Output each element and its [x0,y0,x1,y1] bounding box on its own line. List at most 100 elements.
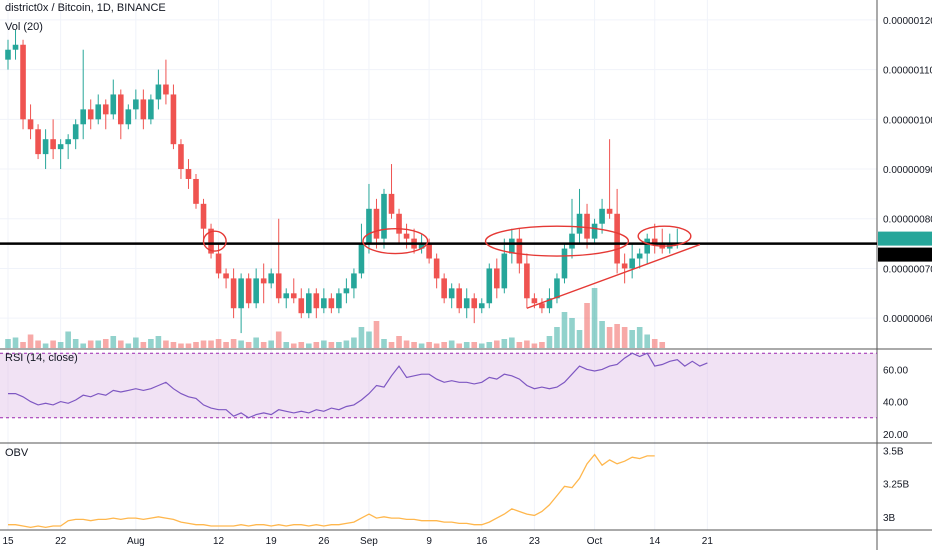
candle-body [328,298,335,309]
candle [636,248,643,269]
candle-body [200,203,207,229]
volume-bar [102,339,109,348]
volume-bar [478,343,485,348]
candle-body [20,44,26,120]
obv-tick-label: 3.5B [883,447,904,458]
volume-bar [343,340,350,348]
volume-bar [366,331,372,348]
volume-bar [50,340,56,348]
time-tick-label: 23 [529,536,541,547]
rsi-tick-label: 40.00 [883,398,908,409]
candles [5,29,681,334]
candle-body [245,278,252,304]
candle-body [87,109,94,120]
candle-body [644,238,650,254]
obv-legend: OBV [5,447,29,459]
volume-bar [463,342,470,348]
candle-body [516,238,523,264]
volume-bar [456,343,462,348]
candle-body [396,213,402,234]
candle-body [403,233,410,239]
price-tick-label: 0.00000070 [883,264,932,275]
volume-bar [509,337,515,348]
volume-bar [403,340,410,348]
candle-body [230,278,237,309]
candle [433,253,440,289]
candle-body [110,94,117,115]
time-tick-label: 26 [318,536,330,547]
volume-bar [193,342,199,348]
volume-bar [516,342,523,348]
candle-body [614,213,620,264]
candle [516,228,523,274]
volume-bar [95,340,102,348]
candle-body [42,139,49,155]
candle-body [343,288,350,294]
rsi-tick-label: 20.00 [883,430,908,441]
candle [223,268,229,289]
candle [381,188,387,249]
candle-body [606,208,613,214]
volume-bar [651,339,658,348]
candle [561,243,568,284]
candle [321,288,327,314]
annotation-trendline [526,243,701,309]
volume-bar [426,342,432,348]
candle-body [621,263,628,269]
candle-body [576,213,583,234]
candle [621,253,628,284]
candle-body [95,104,102,120]
candle-body [569,233,575,249]
candle [569,198,575,259]
candle-body [185,169,192,179]
volume-bar [336,342,342,348]
candle-body [336,293,342,309]
candle [651,223,658,254]
obv-line [8,453,655,529]
candle [185,159,192,189]
candle [65,134,71,160]
candle-body [599,208,605,224]
volume-bar [133,337,139,348]
candle [539,298,545,314]
time-tick-label: 14 [649,536,661,547]
candle [486,263,493,309]
candle-body [50,139,56,150]
volume-bar [140,342,147,348]
candle [208,223,214,259]
candle-body [253,278,259,304]
candle [133,89,139,120]
candle [215,243,222,279]
volume-bar [328,342,335,348]
candle-body [629,258,635,269]
candle-body [524,263,530,299]
volume-bar [531,343,538,348]
volume-bar [486,342,493,348]
time-tick-label: 22 [55,536,67,547]
volume-bar [321,340,327,348]
candle-body [463,298,470,309]
time-tick-label: Sep [360,536,378,547]
candle [343,278,350,304]
volume-bar [396,336,402,348]
candle [42,129,49,170]
volume-bar [110,336,117,348]
candle [336,288,342,314]
volume-bar [125,343,132,348]
volume-bar [163,340,169,348]
volume-bar [599,321,605,348]
price-tick-label: 0.00000110 [883,66,932,77]
candle [306,288,312,319]
candle-body [539,303,545,309]
volume-bar [215,339,222,348]
candle-body [358,243,365,274]
volume-bar [313,342,320,348]
time-tick-label: 16 [476,536,488,547]
volume-bar [253,337,259,348]
obv-tick-label: 3B [883,513,896,524]
candle [456,283,462,314]
volume-bar [223,342,229,348]
price-tick-label: 0.00000090 [883,165,932,176]
candle [373,198,380,249]
rsi-band [0,353,877,418]
